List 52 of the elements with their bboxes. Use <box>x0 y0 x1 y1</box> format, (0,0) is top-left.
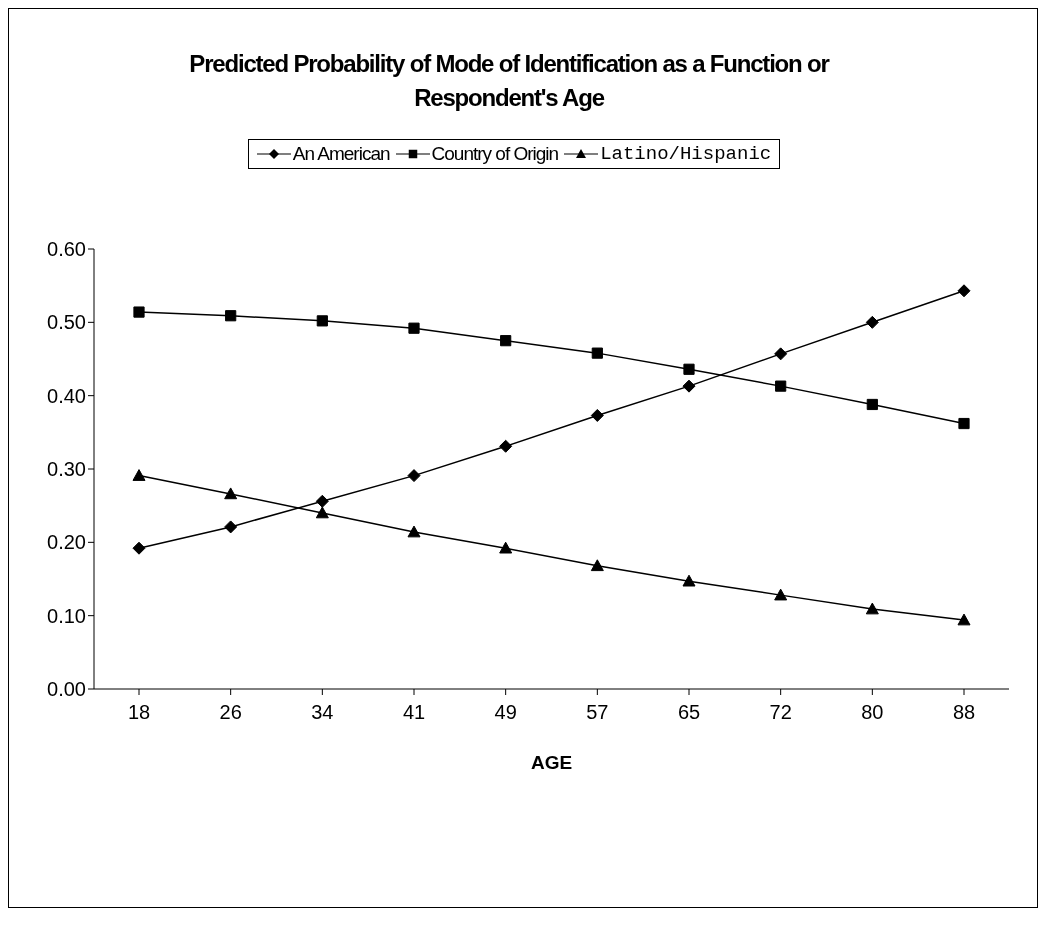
point <box>316 315 328 327</box>
point <box>865 602 879 615</box>
point <box>683 363 695 375</box>
x-tick-label: 57 <box>586 701 609 724</box>
point <box>315 494 329 508</box>
x-tick-label: 72 <box>769 701 792 724</box>
point <box>407 525 421 538</box>
legend-label: Latino/Hispanic <box>600 143 772 165</box>
x-tick-label: 18 <box>127 701 151 724</box>
x-tick-label: 88 <box>952 701 976 724</box>
point <box>408 322 420 334</box>
point <box>774 588 788 601</box>
y-tick-label: 0.00 <box>47 678 86 701</box>
legend-label: Country of Origin <box>431 143 559 165</box>
x-tick-label: 80 <box>861 701 884 724</box>
y-tick-label: 0.20 <box>47 531 86 554</box>
y-tick-label: 0.60 <box>47 238 86 261</box>
chart-title: Predicted Probability of Mode of Identification as a Function or Respondent's Age <box>188 49 831 113</box>
point <box>133 306 145 318</box>
point <box>958 417 970 430</box>
x-tick-label: 49 <box>494 701 517 724</box>
x-tick-label: 34 <box>311 701 334 724</box>
x-tick-label: 41 <box>402 701 426 724</box>
point <box>591 347 603 359</box>
point <box>866 398 878 411</box>
point <box>132 541 146 555</box>
point <box>957 284 971 298</box>
point <box>499 439 513 453</box>
point <box>682 379 696 393</box>
point <box>775 380 787 392</box>
x-tick-label: 26 <box>219 701 242 724</box>
y-tick-label: 0.50 <box>47 311 86 334</box>
point <box>957 613 971 626</box>
x-tick-label: 65 <box>677 701 701 724</box>
point <box>225 310 237 322</box>
point <box>865 315 879 329</box>
y-tick-label: 0.10 <box>47 604 86 627</box>
point <box>590 559 604 572</box>
y-tick-label: 0.30 <box>47 458 86 481</box>
y-tick-label: 0.40 <box>47 384 86 407</box>
point <box>407 469 421 483</box>
point <box>774 347 788 361</box>
point <box>682 574 696 587</box>
x-axis-title: AGE <box>530 752 573 773</box>
point <box>224 520 238 534</box>
legend-label: An American <box>292 143 390 165</box>
point <box>224 487 238 500</box>
point <box>132 469 146 481</box>
point <box>499 541 513 554</box>
point <box>500 335 512 347</box>
point <box>315 506 329 519</box>
point <box>590 408 604 422</box>
